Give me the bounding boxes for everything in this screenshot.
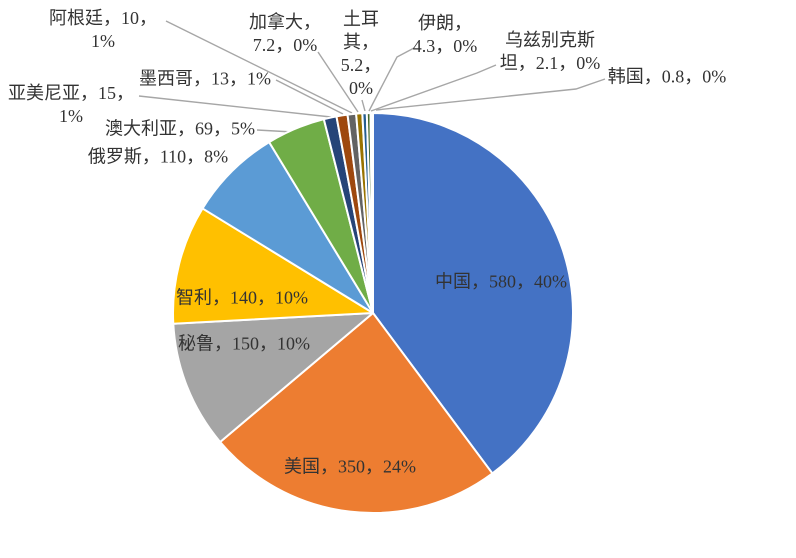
- leader-line-korea: [375, 78, 606, 111]
- leader-line-turkey: [361, 99, 366, 112]
- leader-line-uzbekistan: [370, 64, 497, 112]
- pie-slice-russia: [201, 141, 374, 314]
- pie-slice-korea: [371, 111, 374, 314]
- leader-line-mexico: [275, 79, 344, 115]
- pie-slice-chile: [172, 207, 374, 325]
- leader-line-canada: [317, 51, 359, 113]
- pie-slice-usa: [219, 312, 494, 514]
- pie-slice-china: [372, 112, 574, 475]
- pie-slice-peru: [172, 312, 374, 443]
- leader-line-argentina: [165, 20, 353, 114]
- leader-line-iran: [368, 47, 415, 112]
- leader-line-armenia: [138, 95, 332, 118]
